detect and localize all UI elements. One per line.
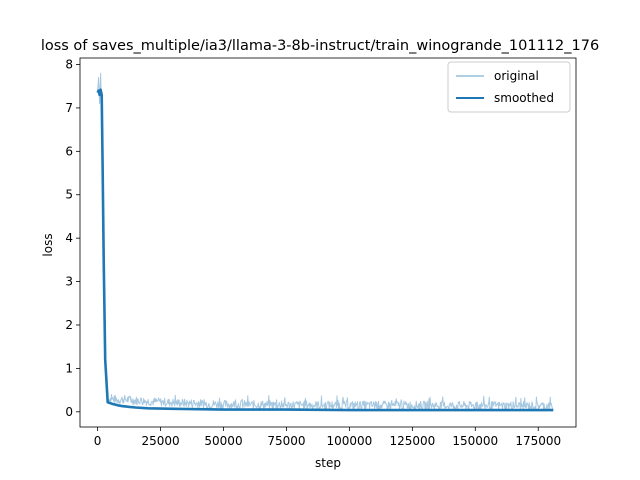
x-tick-label: 100000 [326,434,372,448]
x-axis-label: step [315,456,341,470]
series-line-original [97,72,554,411]
x-tick-label: 50000 [204,434,242,448]
x-tick-label: 175000 [515,434,561,448]
x-axis: 0 25000 50000 75000 100000 125000 150000 175000 [94,427,561,448]
y-tick-label: 5 [65,188,73,202]
y-axis-label: loss [41,233,55,256]
y-tick-label: 0 [65,405,73,419]
chart-title: loss of saves_multiple/ia3/llama-3-8b-in… [41,38,599,54]
y-tick-label: 8 [65,58,73,72]
y-axis: 0 1 2 3 4 5 6 7 8 [65,58,80,419]
legend-box [447,61,571,113]
y-tick-label: 2 [65,318,73,332]
x-tick-label: 125000 [389,434,435,448]
x-tick-label: 25000 [141,434,179,448]
y-tick-label: 4 [65,231,73,245]
axes-frame [79,57,577,428]
x-tick-label: 75000 [267,434,305,448]
y-tick-label: 1 [65,361,73,375]
x-tick-label: 0 [94,434,102,448]
series-line-smoothed [96,88,554,412]
legend: original smoothed [447,61,571,113]
plot-area [79,57,577,428]
y-tick-label: 7 [65,101,73,115]
x-tick-label: 150000 [452,434,498,448]
legend-label-smoothed: smoothed [494,91,554,105]
y-tick-label: 3 [65,275,73,289]
legend-label-original: original [494,69,539,83]
y-tick-label: 6 [65,144,73,158]
